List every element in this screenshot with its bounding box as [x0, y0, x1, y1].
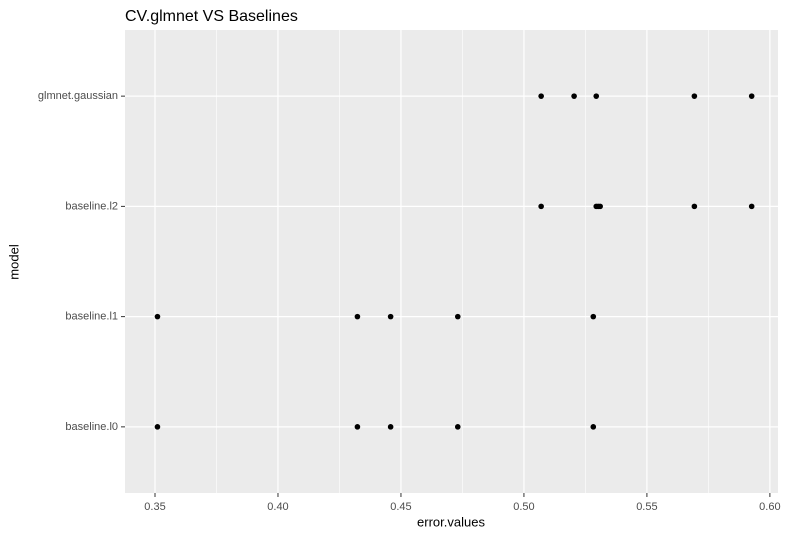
point [354, 424, 361, 430]
x-axis-label: error.values [417, 514, 485, 529]
point [691, 203, 698, 210]
point [571, 93, 577, 99]
point [691, 93, 698, 99]
point [538, 203, 544, 210]
x-tick-label: 0.50 [513, 501, 534, 513]
point [590, 313, 597, 320]
point [354, 313, 361, 320]
x-tick-label: 0.55 [636, 501, 657, 513]
x-tick-label: 0.45 [390, 501, 411, 513]
point [538, 93, 544, 99]
point [590, 424, 597, 430]
plot-background [125, 30, 778, 493]
chart-title: CV.glmnet VS Baselines [125, 8, 298, 25]
point [748, 203, 755, 210]
point [454, 313, 461, 320]
point [387, 424, 394, 430]
point [154, 424, 161, 430]
y-tick-label: baseline.l0 [65, 421, 118, 433]
x-tick-label: 0.35 [144, 501, 165, 513]
point [593, 93, 600, 99]
x-tick-label: 0.60 [759, 501, 780, 513]
point [748, 93, 755, 99]
x-tick-label: 0.40 [267, 501, 288, 513]
point [597, 203, 603, 210]
point [154, 313, 161, 320]
y-axis-label: model [6, 244, 21, 280]
point [454, 424, 461, 430]
y-tick-label: baseline.l1 [65, 311, 118, 323]
point [387, 313, 394, 320]
y-tick-label: baseline.l2 [65, 200, 118, 212]
y-tick-label: glmnet.gaussian [38, 90, 118, 102]
